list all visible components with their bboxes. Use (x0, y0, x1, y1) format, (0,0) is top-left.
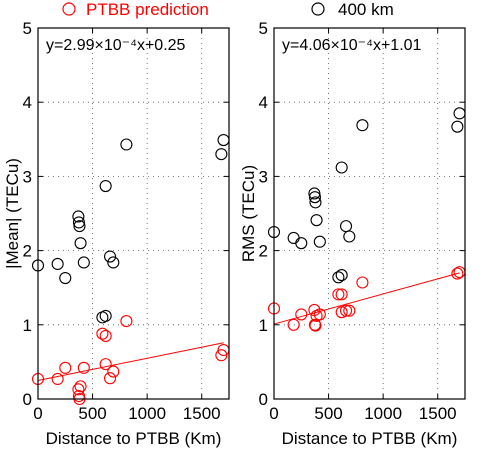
rms-ytick-label-3: 3 (259, 167, 268, 186)
mean-point-ptbb-11 (103, 372, 117, 385)
panel-mean: 0 500 1000 1500 0 1 2 3 4 5 Distance to PTBB (Km) |… (3, 19, 230, 448)
mean-point-ptbb-1 (51, 372, 64, 386)
rms-point-400km-9 (335, 269, 348, 282)
mean-point-ptbb-2 (59, 361, 72, 374)
mean-point-ptbb-13 (120, 315, 133, 328)
rms-fit-line (273, 272, 460, 325)
rms-point-ptbb-11 (339, 304, 353, 317)
rms-xtick-label-0: 0 (269, 404, 278, 423)
rms-point-400km-12 (343, 230, 356, 243)
rms-point-ptbb-1 (287, 318, 300, 331)
rms-point-ptbb-7 (313, 308, 326, 321)
legend-marker-400km (311, 2, 325, 16)
rms-point-400km-15 (453, 107, 466, 120)
rms-point-400km-2 (295, 237, 308, 250)
mean-point-400km-9 (99, 309, 112, 322)
rms-ylabel: RMS (TECu) (239, 165, 258, 262)
mean-xtick-label-3: 1500 (183, 404, 221, 423)
legend-label-ptbb: PTBB prediction (86, 0, 209, 19)
mean-ytick-label-0: 0 (23, 390, 32, 409)
mean-ytick-label-3: 3 (23, 167, 32, 186)
rms-ytick-label-4: 4 (259, 93, 268, 112)
mean-point-400km-10 (99, 179, 112, 193)
mean-point-ptbb-10 (99, 358, 112, 371)
rms-xtick-label-3: 1500 (419, 404, 457, 423)
mean-point-400km-7 (77, 256, 90, 269)
mean-point-400km-5 (73, 220, 86, 233)
mean-ytick-label-2: 2 (23, 242, 32, 261)
rms-point-ptbb-13 (356, 276, 369, 289)
rms-point-ptbb-8 (332, 288, 345, 301)
legend-item-ptbb: PTBB prediction (62, 0, 209, 19)
rms-point-ptbb-10 (335, 288, 348, 301)
mean-xlabel: Distance to PTBB (Km) (46, 429, 222, 448)
rms-point-400km-1 (287, 231, 300, 245)
mean-fit-equation: y=2.99×10⁻⁴x+0.25 (46, 37, 186, 54)
mean-point-400km-14 (215, 148, 228, 161)
mean-point-400km-6 (74, 237, 87, 250)
mean-point-400km-3 (72, 210, 85, 223)
rms-ytick-label-5: 5 (259, 19, 268, 38)
mean-point-ptbb-14 (215, 349, 228, 362)
mean-axes-frame (37, 27, 230, 400)
rms-point-ptbb-2 (295, 308, 308, 321)
mean-point-ptbb-3 (72, 383, 85, 396)
rms-point-400km-11 (339, 220, 353, 233)
mean-ylabel: |Mean| (TECu) (3, 158, 22, 269)
mean-point-400km-1 (51, 257, 64, 271)
mean-point-400km-2 (59, 272, 72, 285)
rms-xlabel: Distance to PTBB (Km) (282, 429, 458, 448)
rms-point-ptbb-14 (451, 267, 464, 280)
mean-point-400km-11 (103, 250, 117, 263)
mean-point-ptbb-8 (96, 327, 109, 340)
rms-point-400km-7 (313, 235, 326, 248)
rms-point-400km-3 (308, 187, 321, 200)
legend-label-400km: 400 km (338, 0, 394, 19)
mean-point-ptbb-12 (107, 365, 120, 378)
mean-point-400km-15 (217, 133, 230, 147)
mean-point-ptbb-7 (77, 361, 90, 374)
legend-item-400km: 400 km (311, 0, 394, 19)
rms-point-ptbb-12 (343, 304, 356, 317)
rms-point-400km-13 (356, 119, 369, 132)
rms-point-ptbb-5 (309, 319, 322, 332)
mean-ytick-label-4: 4 (23, 93, 32, 112)
rms-point-400km-5 (309, 196, 322, 209)
rms-ytick-label-0: 0 (259, 390, 268, 409)
rms-ytick-label-1: 1 (259, 316, 268, 335)
legend-marker-ptbb (62, 2, 76, 16)
rms-point-400km-10 (335, 161, 348, 174)
mean-ytick-label-5: 5 (23, 19, 32, 38)
rms-point-400km-6 (310, 214, 323, 227)
rms-point-400km-14 (451, 120, 464, 133)
mean-xtick-label-2: 1000 (128, 404, 166, 423)
rms-fit-equation: y=4.06×10⁻⁴x+1.01 (282, 37, 422, 54)
mean-xtick-label-1: 500 (78, 404, 106, 423)
rms-xtick-label-2: 1000 (364, 404, 402, 423)
mean-fit-line (37, 342, 224, 381)
rms-point-400km-8 (332, 271, 345, 284)
mean-xtick-label-0: 0 (33, 404, 42, 423)
rms-axes-frame (273, 27, 466, 400)
mean-point-ptbb-9 (99, 329, 112, 342)
legend: PTBB prediction 400 km (62, 0, 394, 19)
rms-ytick-label-2: 2 (259, 242, 268, 261)
mean-ytick-label-1: 1 (23, 316, 32, 335)
rms-point-400km-4 (308, 191, 321, 204)
panel-rms: 0 500 1000 1500 0 1 2 3 4 5 Distance to PTBB (Km) R… (239, 19, 466, 448)
mean-point-400km-13 (120, 138, 133, 151)
mean-point-400km-4 (72, 216, 85, 229)
mean-point-ptbb-6 (74, 380, 87, 393)
rms-xtick-label-1: 500 (314, 404, 342, 423)
mean-point-400km-12 (107, 256, 120, 269)
